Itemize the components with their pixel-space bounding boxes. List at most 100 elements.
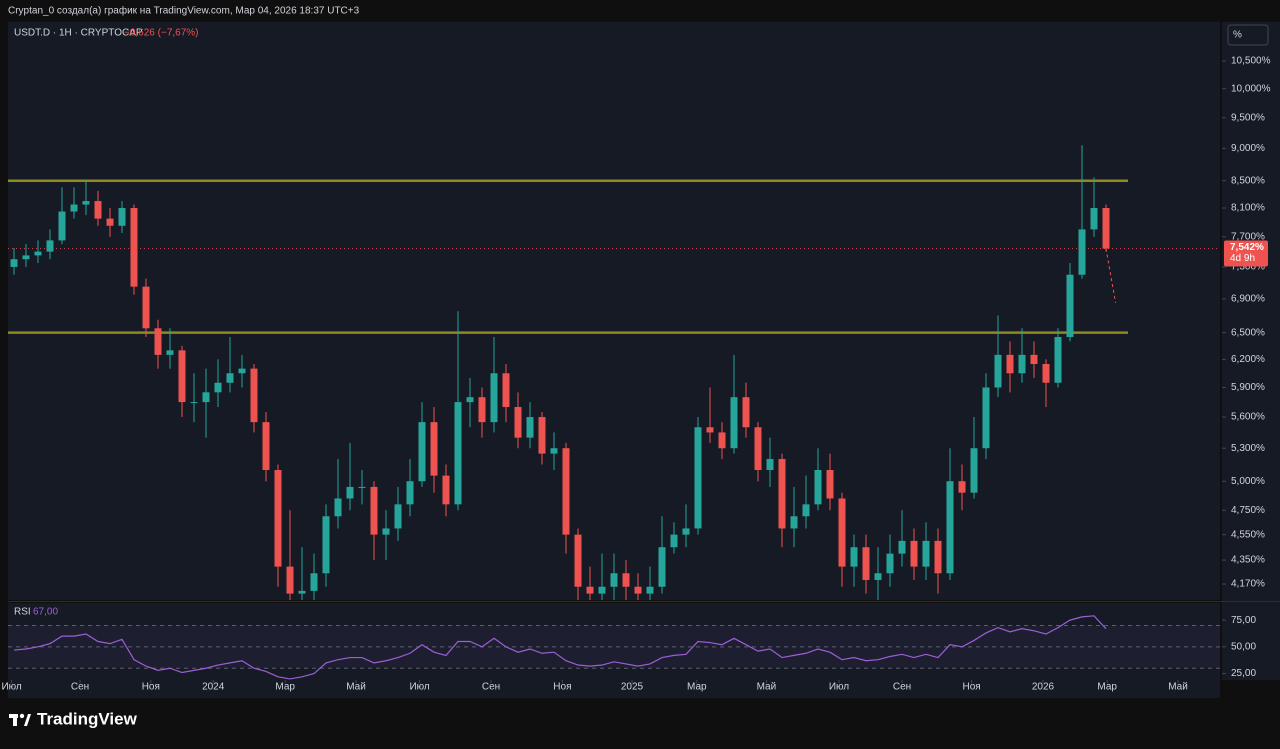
candle-body: [82, 201, 90, 205]
y-tick-label: 4,170%: [1231, 579, 1265, 590]
candle-body: [862, 547, 870, 580]
candle-body: [574, 534, 582, 587]
candle-body: [154, 328, 162, 355]
y-tick-label: 9,500%: [1231, 112, 1265, 123]
candle-body: [562, 448, 570, 535]
candle-body: [394, 504, 402, 529]
candle-body: [910, 540, 918, 567]
candle-body: [214, 382, 222, 393]
candle-body: [130, 208, 138, 287]
candle-body: [310, 573, 318, 591]
candle-body: [502, 373, 510, 408]
candle-body: [430, 422, 438, 476]
candle-body: [634, 586, 642, 594]
candle-body: [994, 354, 1002, 388]
candle-body: [802, 504, 810, 517]
candle-body: [274, 470, 282, 567]
candle-body: [1030, 354, 1038, 364]
y-tick-label: 5,900%: [1231, 382, 1265, 393]
candle-body: [598, 586, 606, 594]
x-tick-label: Мар: [275, 682, 295, 693]
candle-body: [118, 208, 126, 226]
candle-body: [826, 470, 834, 499]
candle-body: [958, 481, 966, 493]
rsi-tick-label: 50,00: [1231, 641, 1256, 652]
x-tick-label: Май: [757, 682, 777, 693]
x-tick-label: Ноя: [142, 682, 160, 693]
candle-body: [730, 397, 738, 449]
candle-body: [1006, 354, 1014, 374]
rsi-line: [13, 615, 1107, 680]
candle-body: [478, 397, 486, 423]
y-tick-label: 8,500%: [1231, 175, 1265, 186]
y-tick-label: 6,500%: [1231, 327, 1265, 338]
footer-brand: TradingView: [37, 709, 138, 728]
x-tick-label: Июл: [829, 682, 849, 693]
x-tick-label: Сен: [71, 682, 89, 693]
candle-body: [22, 255, 30, 260]
rsi-title: RSI: [14, 607, 31, 618]
candle-body: [346, 486, 354, 499]
scale-button[interactable]: [1227, 24, 1269, 46]
candle-body: [442, 475, 450, 505]
scale-unit[interactable]: %: [1233, 30, 1242, 41]
x-tick-label: Сен: [893, 682, 911, 693]
change: −0,626 (−7,67%): [124, 28, 199, 39]
x-tick-label: 2026: [1032, 682, 1055, 693]
y-tick-label: 6,900%: [1231, 293, 1265, 304]
x-tick-label: Май: [1168, 682, 1188, 693]
candle-body: [526, 417, 534, 438]
y-tick-label: 10,500%: [1231, 56, 1271, 67]
candle-body: [238, 368, 246, 374]
candle-body: [262, 422, 270, 471]
candle-body: [382, 528, 390, 535]
candle-body: [370, 486, 378, 535]
candle-body: [94, 201, 102, 219]
candle-body: [334, 498, 342, 517]
candle-body: [1042, 363, 1050, 383]
candle-body: [46, 240, 54, 252]
candle-body: [202, 392, 210, 403]
x-tick-label: 2024: [202, 682, 225, 693]
candle-body: [166, 350, 174, 355]
candle-body: [454, 402, 462, 505]
candle-body: [850, 547, 858, 567]
rsi-tick-label: 25,00: [1231, 668, 1256, 679]
candle-body: [1018, 354, 1026, 374]
y-tick-label: 4,750%: [1231, 505, 1265, 516]
candle-body: [946, 481, 954, 574]
candle-body: [286, 566, 294, 594]
y-tick-label: 9,000%: [1231, 143, 1265, 154]
rsi-value: 67,00: [33, 607, 58, 618]
price-pane: [8, 22, 1220, 600]
candle-body: [58, 211, 66, 241]
x-tick-label: 2025: [621, 682, 644, 693]
y-tick-label: 5,600%: [1231, 412, 1265, 423]
candle-body: [754, 427, 762, 471]
symbol: USDT.D · 1H · CRYPTOCAP: [14, 28, 143, 39]
rsi-plot: [8, 615, 1220, 680]
candle-body: [874, 573, 882, 580]
x-tick-label: Май: [346, 682, 366, 693]
candle-body: [70, 204, 78, 212]
candle-body: [742, 397, 750, 428]
candle-body: [706, 427, 714, 433]
price-plot: [8, 145, 1220, 600]
x-tick-label: Ноя: [962, 682, 980, 693]
candle-body: [658, 547, 666, 587]
candle-body: [538, 417, 546, 454]
candle-body: [10, 259, 18, 267]
candle-body: [718, 432, 726, 449]
candle-body: [1078, 229, 1086, 275]
candle-body: [922, 540, 930, 567]
last-price-label: 7,542%: [1230, 242, 1264, 253]
y-tick-label: 7,300%: [1231, 262, 1265, 273]
y-tick-label: 4,550%: [1231, 529, 1265, 540]
candle-body: [466, 397, 474, 403]
candle-body: [886, 553, 894, 574]
header: Cryptan_0 создал(а) график на TradingVie…: [8, 5, 360, 17]
candle-body: [190, 402, 198, 404]
time-axis: [8, 680, 1220, 698]
candle-body: [646, 586, 654, 594]
y-tick-label: 8,100%: [1231, 203, 1265, 214]
